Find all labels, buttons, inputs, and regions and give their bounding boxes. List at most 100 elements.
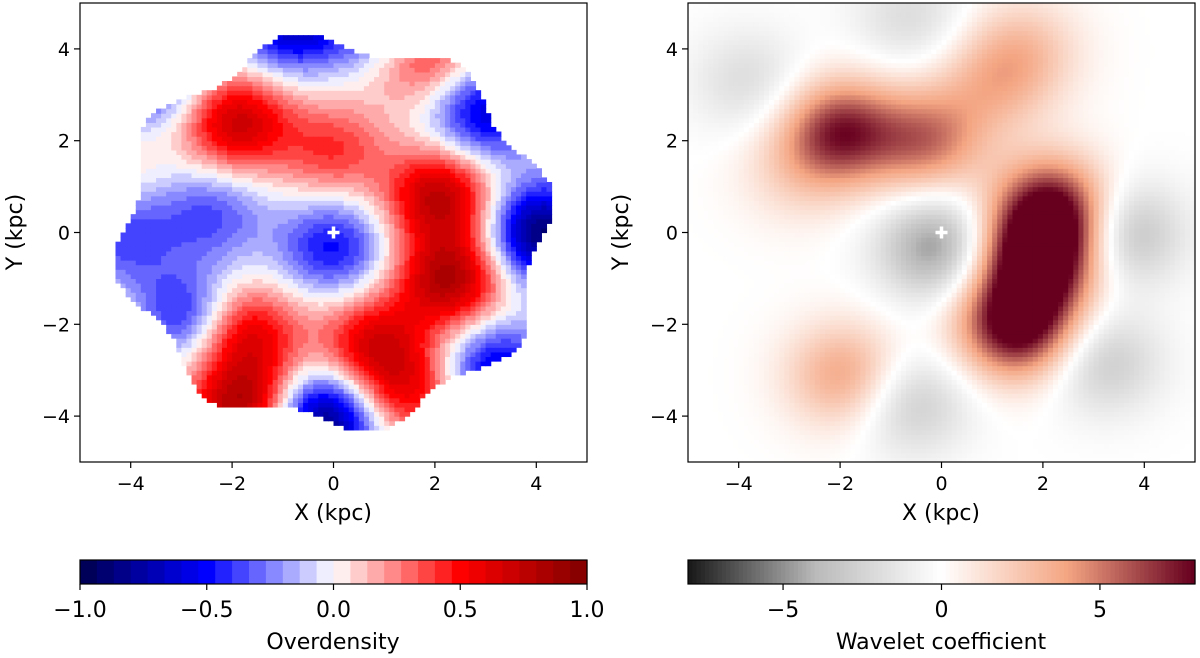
- heatmap-cell: [404, 163, 411, 169]
- heatmap-cell: [298, 227, 304, 234]
- heatmap-cell: [384, 62, 390, 68]
- heatmap-cell: [409, 113, 416, 119]
- heatmap-cell: [389, 237, 395, 243]
- heatmap-cell: [368, 81, 375, 87]
- heatmap-cell: [242, 145, 248, 151]
- heatmap-cell: [445, 113, 451, 119]
- heatmap-cell: [145, 260, 152, 266]
- heatmap-cell: [363, 126, 370, 133]
- heatmap-cell: [368, 379, 375, 385]
- heatmap-cell: [206, 103, 213, 110]
- heatmap-cell: [282, 214, 289, 220]
- heatmap-cell: [140, 182, 147, 188]
- heatmap-cell: [313, 99, 319, 105]
- heatmap-cell: [282, 172, 289, 179]
- heatmap-cell: [161, 209, 167, 215]
- heatmap-cell: [247, 145, 253, 151]
- heatmap-cell: [186, 287, 193, 293]
- heatmap-cell: [308, 250, 314, 257]
- heatmap-cell: [242, 273, 248, 279]
- heatmap-cell: [282, 48, 289, 55]
- heatmap-cell: [424, 159, 431, 165]
- heatmap-cell: [480, 200, 487, 206]
- heatmap-cell: [211, 338, 218, 344]
- heatmap-cell: [303, 310, 309, 316]
- heatmap-cell: [363, 159, 370, 165]
- heatmap-cell: [434, 58, 441, 64]
- heatmap-cell: [394, 333, 401, 339]
- heatmap-cell: [384, 246, 390, 252]
- heatmap-cell: [166, 278, 172, 284]
- heatmap-cell: [272, 383, 279, 390]
- heatmap-cell: [257, 250, 264, 257]
- heatmap-cell: [480, 255, 487, 261]
- heatmap-cell: [384, 393, 390, 399]
- heatmap-cell: [434, 154, 441, 160]
- heatmap-cell: [232, 172, 238, 179]
- heatmap-cell: [338, 108, 345, 114]
- heatmap-cell: [389, 420, 395, 426]
- heatmap-cell: [424, 379, 431, 385]
- heatmap-cell: [252, 168, 259, 174]
- heatmap-cell: [242, 81, 248, 87]
- heatmap-cell: [252, 260, 259, 266]
- heatmap-cell: [227, 397, 233, 403]
- heatmap-cell: [282, 182, 289, 188]
- heatmap-cell: [384, 182, 390, 188]
- heatmap-cell: [328, 200, 335, 206]
- heatmap-cell: [368, 126, 375, 133]
- heatmap-cell: [221, 204, 228, 211]
- heatmap-cell: [384, 260, 390, 266]
- heatmap-cell: [439, 227, 446, 234]
- heatmap-cell: [252, 76, 259, 82]
- heatmap-cell: [470, 145, 477, 151]
- heatmap-cell: [156, 126, 162, 133]
- heatmap-cell: [429, 296, 436, 302]
- heatmap-cell: [333, 44, 340, 50]
- heatmap-cell: [252, 305, 259, 312]
- heatmap-cell: [166, 232, 172, 238]
- heatmap-cell: [465, 85, 471, 91]
- heatmap-cell: [328, 58, 335, 64]
- heatmap-cell: [237, 191, 243, 197]
- heatmap-cell: [308, 269, 314, 275]
- heatmap-cell: [282, 260, 289, 266]
- heatmap-cell: [353, 250, 360, 257]
- heatmap-cell: [343, 383, 350, 390]
- heatmap-cell: [439, 94, 446, 100]
- heatmap-cell: [242, 186, 248, 192]
- heatmap-cell: [303, 154, 309, 160]
- heatmap-cell: [181, 195, 188, 201]
- heatmap-cell: [262, 214, 269, 220]
- heatmap-cell: [394, 145, 401, 151]
- heatmap-cell: [348, 370, 355, 376]
- heatmap-cell: [394, 324, 401, 330]
- heatmap-cell: [455, 273, 461, 279]
- heatmap-cell: [439, 200, 446, 206]
- heatmap-cell: [434, 90, 441, 96]
- heatmap-cell: [363, 393, 370, 399]
- heatmap-cell: [196, 278, 203, 284]
- heatmap-cell: [277, 53, 284, 59]
- heatmap-cell: [262, 182, 269, 188]
- heatmap-cell: [384, 58, 390, 64]
- heatmap-cell: [237, 241, 243, 247]
- heatmap-cell: [257, 260, 264, 266]
- heatmap-cell: [150, 250, 157, 257]
- heatmap-cell: [176, 131, 182, 137]
- heatmap-cell: [211, 209, 218, 215]
- heatmap-cell: [379, 379, 385, 385]
- heatmap-cell: [414, 186, 421, 192]
- heatmap-cell: [262, 48, 269, 55]
- heatmap-cell: [470, 282, 477, 289]
- heatmap-cell: [145, 305, 152, 312]
- heatmap-cell: [450, 62, 456, 68]
- heatmap-cell: [267, 287, 274, 293]
- heatmap-cell: [389, 347, 395, 353]
- heatmap-cell: [353, 159, 360, 165]
- heatmap-cell: [424, 333, 431, 339]
- heatmap-cell: [252, 209, 259, 215]
- heatmap-cell: [374, 305, 380, 312]
- heatmap-cell: [140, 209, 147, 215]
- heatmap-cell: [186, 163, 193, 169]
